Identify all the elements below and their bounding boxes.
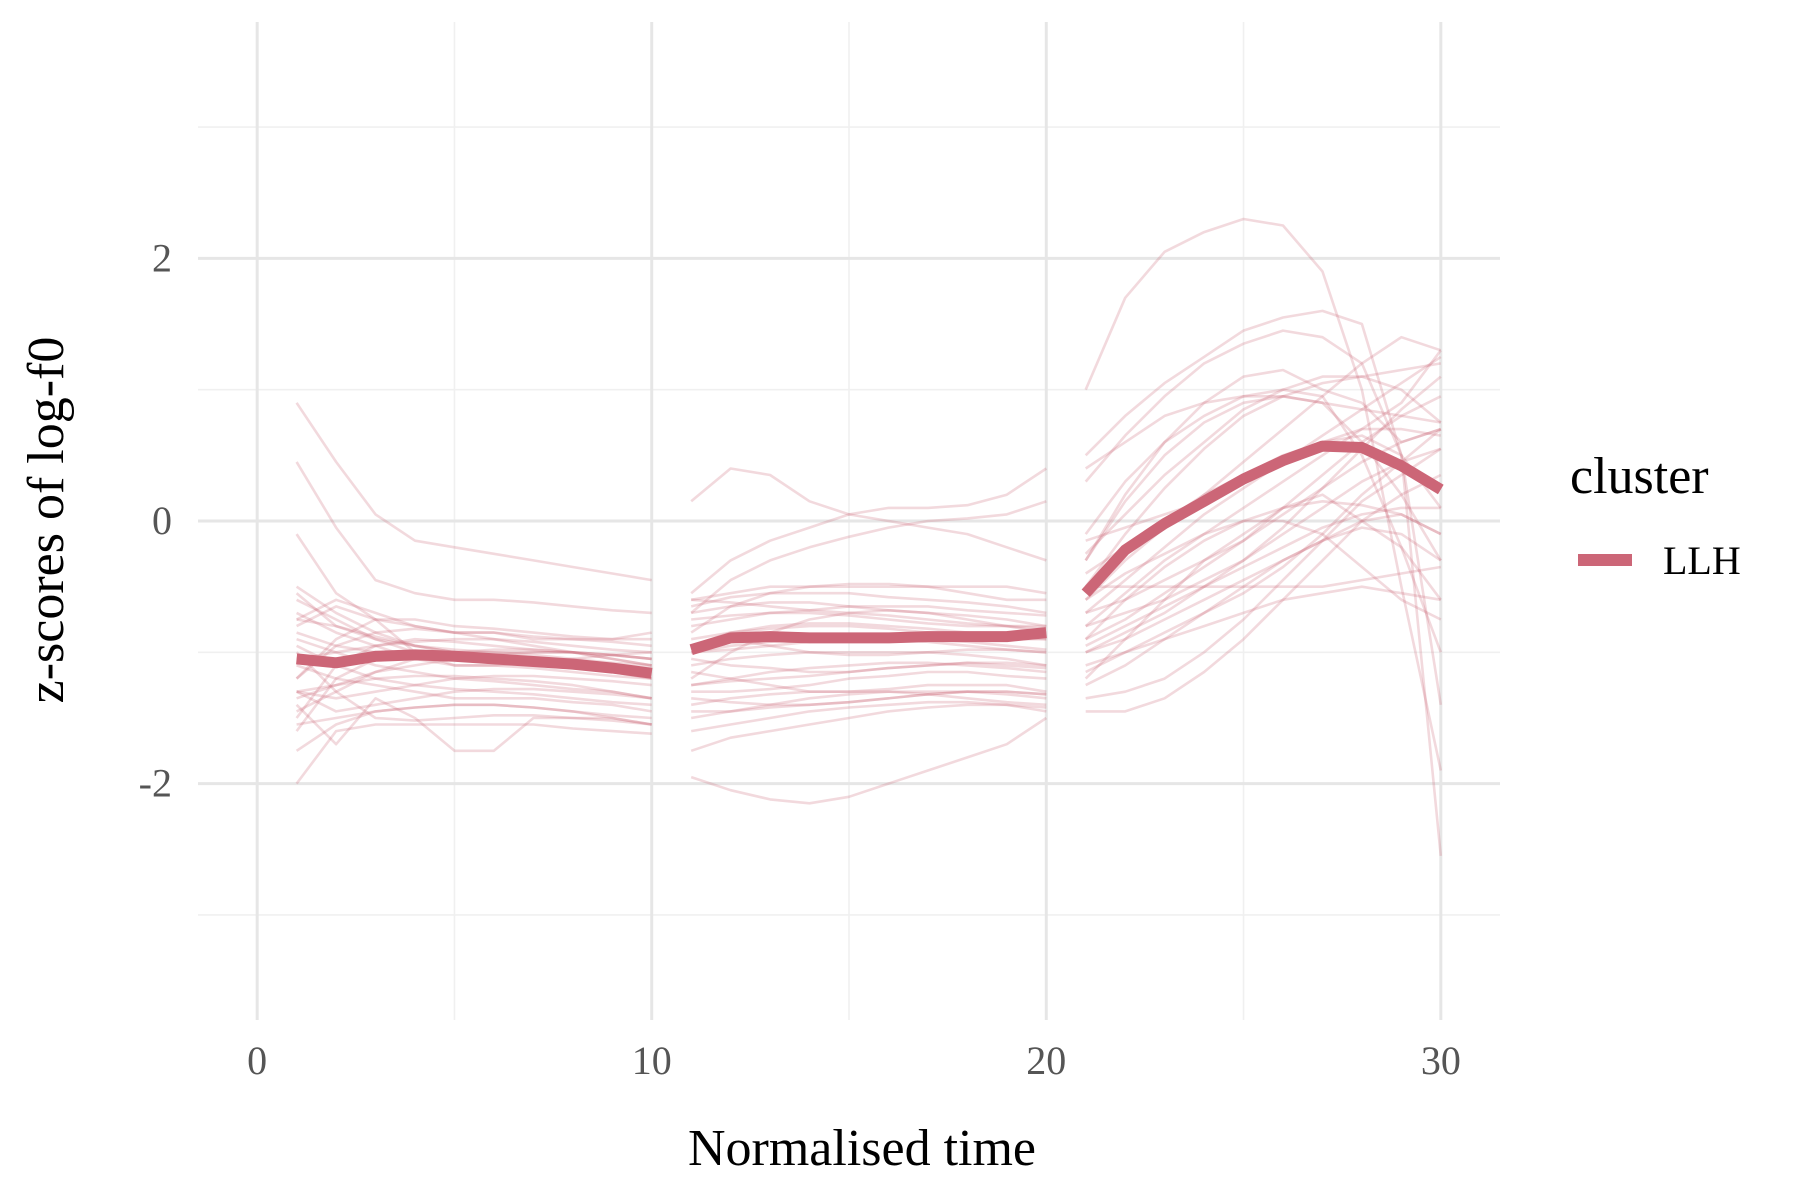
mean-line-llh-segment-3 (1081, 440, 1444, 597)
contour-line-17-segment-2 (690, 690, 1047, 720)
contour-line-13-segment-3 (1085, 493, 1442, 654)
contour-line-17-segment-1 (296, 664, 652, 713)
contour-line-8-segment-3 (1085, 375, 1442, 654)
y-tick-label: -2 (139, 761, 172, 806)
contour-line-7-segment-3 (1085, 395, 1442, 641)
y-tick-label: 2 (152, 235, 172, 280)
contour-line-18-segment-3 (1084, 394, 1442, 562)
contour-line-23-segment-2 (691, 690, 1047, 707)
contour-line-22-segment-3 (1085, 506, 1441, 647)
y-axis-title: z-scores of log-f0 (18, 337, 75, 704)
contour-line-14-segment-1 (296, 605, 652, 667)
contour-line-21-segment-3 (1085, 447, 1442, 628)
contour-line-29-segment-2 (690, 605, 1047, 628)
legend: cluster LLH (1570, 448, 1741, 583)
contour-line-2-segment-1 (295, 461, 652, 615)
y-axis-ticks: -2 0 2 (139, 235, 172, 805)
contour-line-23-segment-1 (296, 674, 652, 700)
contour-line-22-segment-1 (296, 637, 652, 661)
contour-line-19-segment-1 (296, 611, 652, 680)
contour-line-24-segment-3 (1085, 565, 1442, 589)
x-axis-title: Normalised time (688, 1120, 1036, 1177)
x-tick-label: 30 (1421, 1038, 1461, 1083)
mean-contour (296, 440, 1444, 679)
mean-line-llh-segment-2 (689, 627, 1047, 655)
contour-line-20-segment-1 (296, 703, 652, 726)
x-tick-label: 0 (247, 1038, 267, 1083)
y-tick-label: 0 (152, 498, 172, 543)
contour-line-14-segment-2 (690, 657, 1047, 674)
contour-line-1-segment-2 (690, 467, 1047, 562)
contour-line-11-segment-3 (1085, 473, 1442, 713)
contour-line-9-segment-2 (690, 661, 1047, 687)
contour-line-18-segment-1 (296, 674, 652, 700)
contour-line-13-segment-1 (295, 696, 652, 753)
contour-line-15-segment-3 (1084, 335, 1442, 601)
mean-line-llh-segment-1 (296, 649, 653, 679)
contour-line-16-segment-2 (691, 670, 1047, 694)
x-tick-label: 10 (632, 1038, 672, 1083)
contour-line-5-segment-1 (296, 598, 652, 641)
contour-line-11-segment-2 (690, 703, 1047, 753)
contour-line-29-segment-3 (1084, 394, 1442, 470)
contour-line-12-segment-1 (295, 723, 652, 785)
contour-line-6-segment-2 (690, 601, 1047, 628)
contour-line-9-segment-3 (1085, 428, 1442, 674)
contour-line-3-segment-3 (1084, 329, 1443, 706)
individual-contours (295, 217, 1443, 857)
legend-label-llh: LLH (1663, 538, 1741, 583)
contour-line-27-segment-3 (1084, 519, 1442, 621)
contour-line-20-segment-2 (690, 650, 1047, 667)
contour-line-13-segment-2 (690, 670, 1047, 694)
contour-line-1-segment-3 (1084, 217, 1443, 771)
contour-line-14-segment-3 (1084, 499, 1442, 641)
contour-line-9-segment-1 (296, 687, 652, 713)
contour-line-10-segment-1 (295, 651, 652, 726)
legend-title: cluster (1570, 448, 1709, 505)
contour-line-24-segment-2 (691, 598, 1047, 630)
contour-line-12-segment-2 (690, 716, 1048, 805)
contour-line-26-segment-2 (691, 690, 1047, 713)
contour-line-1-segment-1 (295, 402, 652, 582)
contour-line-10-segment-2 (690, 690, 1047, 707)
contour-line-2-segment-2 (690, 467, 1048, 595)
x-tick-label: 20 (1026, 1038, 1066, 1083)
contour-line-10-segment-3 (1085, 447, 1442, 700)
contour-line-5-segment-3 (1084, 362, 1442, 588)
contour-line-19-segment-3 (1084, 388, 1443, 653)
contour-line-25-segment-1 (296, 648, 652, 713)
contour-line-3-segment-2 (690, 500, 1047, 614)
contour-line-23-segment-3 (1084, 375, 1442, 555)
contour-line-6-segment-1 (295, 618, 652, 680)
contour-line-17-segment-3 (1085, 526, 1442, 687)
contour-line-4-segment-3 (1084, 368, 1442, 562)
contour-line-4-segment-2 (690, 582, 1047, 634)
contour-line-2-segment-3 (1084, 309, 1443, 857)
contour-line-26-segment-1 (295, 627, 652, 680)
contour-line-11-segment-1 (295, 703, 652, 752)
x-axis-ticks: 0 10 20 30 (247, 1038, 1461, 1083)
contour-line-28-segment-3 (1085, 585, 1442, 667)
contour-line-22-segment-2 (691, 661, 1047, 687)
grid (198, 22, 1500, 1020)
contour-line-21-segment-2 (690, 591, 1047, 615)
contour-line-12-segment-3 (1084, 513, 1442, 680)
contour-line-19-segment-2 (691, 611, 1047, 628)
contour-line-28-segment-2 (690, 700, 1047, 733)
contour-line-6-segment-3 (1084, 349, 1442, 628)
contour-line-5-segment-2 (690, 585, 1047, 602)
contour-line-24-segment-1 (296, 644, 652, 707)
contour-line-3-segment-1 (295, 533, 652, 648)
